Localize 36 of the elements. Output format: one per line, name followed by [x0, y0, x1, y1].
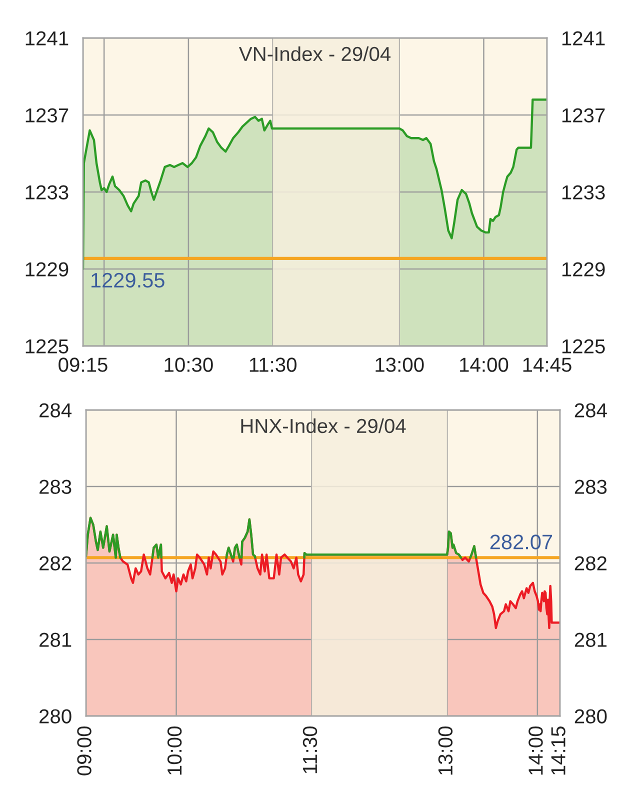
y-tick-label: 1233	[26, 185, 68, 200]
y2-tick-label: 281	[574, 632, 607, 647]
x-tick-label: 11:30	[302, 726, 318, 774]
y2-tick-label: 280	[574, 709, 607, 724]
y2-tick-label: 1229	[562, 262, 605, 276]
y2-tick-label: 1225	[562, 339, 605, 354]
chart-title: HNX-Index - 29/04	[241, 418, 406, 434]
x-tick-label: 11:30	[250, 358, 296, 372]
y-tick-label: 282	[40, 556, 72, 570]
y2-tick-label: 1241	[562, 31, 605, 46]
x-tick-label: 14:15	[551, 726, 566, 775]
x-tick-label: 10:30	[164, 358, 213, 372]
x-tick-label: 13:00	[376, 358, 424, 372]
y-tick-label: 1229	[26, 262, 68, 276]
chart-title: VN-Index - 29/04	[238, 46, 391, 62]
y-tick-label: 1237	[26, 108, 68, 122]
y-tick-label: 1241	[26, 31, 68, 46]
x-tick-label: 14:00	[528, 726, 543, 775]
y2-tick-label: 284	[574, 403, 607, 418]
y2-tick-label: 1237	[562, 108, 605, 122]
y-tick-label: 281	[40, 632, 72, 647]
y-tick-label: 280	[40, 709, 72, 724]
x-tick-label: 10:00	[167, 726, 182, 775]
ref-line-label: 1229.55	[92, 272, 164, 288]
y2-tick-label: 283	[574, 480, 607, 494]
ref-line-label: 282.07	[490, 534, 552, 550]
x-tick-label: 14:00	[460, 358, 508, 372]
y2-tick-label: 282	[574, 556, 606, 570]
x-tick-label: 09:00	[77, 726, 92, 776]
y-tick-label: 283	[40, 480, 72, 494]
x-tick-label: 14:45	[523, 358, 572, 372]
y-tick-label: 284	[40, 403, 72, 418]
y-tick-label: 1225	[26, 339, 68, 354]
x-tick-label: 13:00	[438, 726, 453, 775]
y2-tick-label: 1233	[562, 185, 605, 200]
x-tick-label: 09:15	[58, 358, 108, 372]
